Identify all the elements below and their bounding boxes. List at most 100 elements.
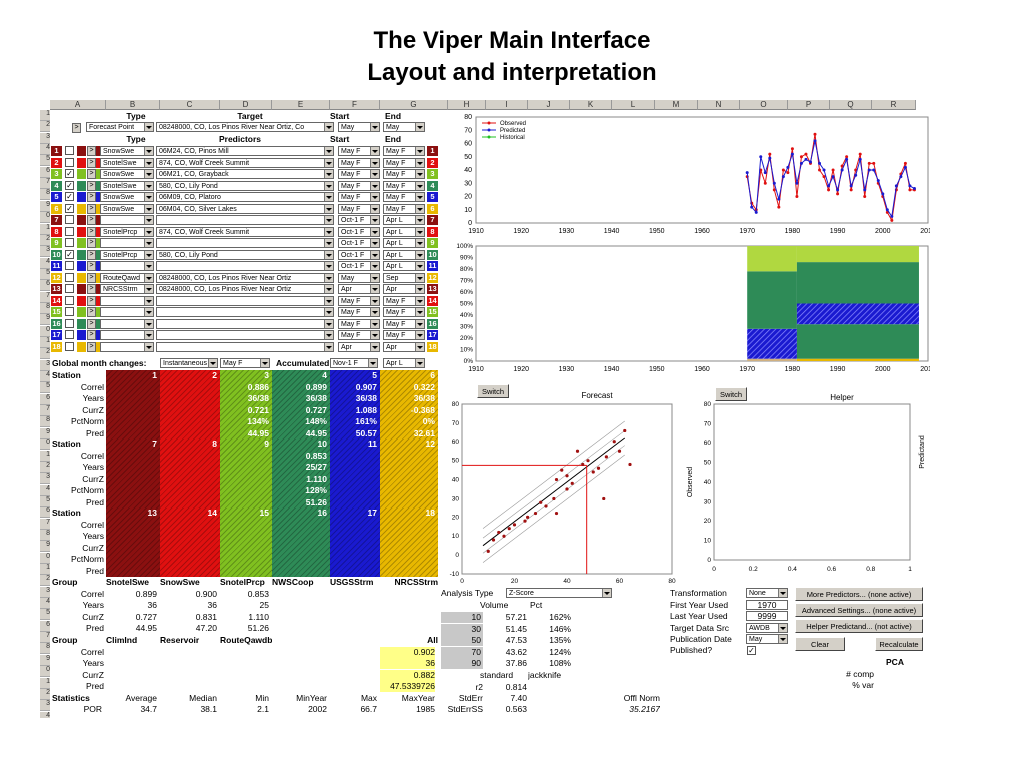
predictor-station-dropdown[interactable] <box>156 307 334 317</box>
settings-dropdown[interactable]: May <box>746 634 788 644</box>
end-dropdown[interactable]: May <box>383 122 425 132</box>
predictor-type-dropdown[interactable] <box>100 341 154 352</box>
predictor-nav-button[interactable]: > <box>87 203 96 214</box>
predictor-start-dropdown[interactable]: Oct-1 F <box>338 215 380 225</box>
predictor-type-dropdown[interactable]: SnowSwe <box>100 192 154 202</box>
predictor-end-dropdown[interactable]: Apr <box>383 284 425 294</box>
predictor-end-dropdown[interactable]: May F <box>383 307 425 317</box>
predictor-type-dropdown[interactable]: SnowSwe <box>100 146 154 156</box>
accum-start-dropdown[interactable]: Nov-1 F <box>330 358 378 368</box>
predictor-end-dropdown[interactable]: May F <box>383 295 425 306</box>
predictor-checkbox[interactable]: ✓ <box>65 249 74 259</box>
clear-button[interactable]: Clear <box>795 637 845 651</box>
predictor-nav-button[interactable]: > <box>87 307 96 317</box>
predictor-nav-button[interactable]: > <box>87 330 96 340</box>
accum-end-dropdown[interactable]: Apr L <box>383 358 425 368</box>
predictor-nav-button[interactable]: > <box>87 249 96 260</box>
predictor-nav-button[interactable]: > <box>87 146 96 156</box>
predictor-end-dropdown[interactable]: May F <box>383 330 425 340</box>
predictor-nav-button[interactable]: > <box>87 180 96 191</box>
predictor-type-dropdown[interactable] <box>100 330 154 340</box>
predictor-nav-button[interactable]: > <box>87 341 96 352</box>
predictor-nav-button[interactable]: > <box>87 272 96 283</box>
settings-input[interactable]: 9999 <box>746 611 788 621</box>
more-predictors-button[interactable]: More Predictors... (none active) <box>795 587 923 601</box>
predictor-station-dropdown[interactable]: 06M24, CO, Pinos Mill <box>156 146 334 156</box>
predictor-start-dropdown[interactable]: May F <box>338 295 380 306</box>
predictor-end-dropdown[interactable]: Apr L <box>383 215 425 225</box>
predictor-checkbox[interactable] <box>65 284 74 293</box>
predictor-start-dropdown[interactable]: May F <box>338 146 380 156</box>
predictor-nav-button[interactable]: > <box>87 226 96 237</box>
nav-button[interactable]: > <box>72 123 81 133</box>
predictor-end-dropdown[interactable]: Apr L <box>383 238 425 248</box>
predictor-end-dropdown[interactable]: Sep <box>383 272 425 283</box>
predictor-station-dropdown[interactable] <box>156 318 334 329</box>
predictor-nav-button[interactable]: > <box>87 318 96 329</box>
predictor-checkbox[interactable] <box>65 318 74 328</box>
predictor-nav-button[interactable]: > <box>87 261 96 271</box>
predictor-checkbox[interactable] <box>65 295 74 305</box>
predictor-type-dropdown[interactable] <box>100 318 154 329</box>
predictor-station-dropdown[interactable]: 08248000, CO, Los Pinos River Near Ortiz <box>156 272 334 283</box>
recalculate-button[interactable]: Recalculate <box>875 637 923 651</box>
predictor-end-dropdown[interactable]: May F <box>383 180 425 191</box>
predictor-nav-button[interactable]: > <box>87 215 96 225</box>
predictor-type-dropdown[interactable]: NRCSStrm <box>100 284 154 294</box>
predictor-station-dropdown[interactable] <box>156 261 334 271</box>
predictor-nav-button[interactable]: > <box>87 169 96 179</box>
predictor-start-dropdown[interactable]: May F <box>338 157 380 168</box>
predictor-checkbox[interactable] <box>65 261 74 270</box>
predictor-end-dropdown[interactable]: May F <box>383 157 425 168</box>
predictor-nav-button[interactable]: > <box>87 157 96 168</box>
predictor-type-dropdown[interactable] <box>100 295 154 306</box>
predictor-checkbox[interactable] <box>65 238 74 247</box>
predictor-start-dropdown[interactable]: May <box>338 272 380 283</box>
predictor-checkbox[interactable] <box>65 307 74 316</box>
predictor-start-dropdown[interactable]: Apr <box>338 284 380 294</box>
predictor-end-dropdown[interactable]: May F <box>383 203 425 214</box>
predictor-type-dropdown[interactable]: SnowSwe <box>100 169 154 179</box>
predictor-start-dropdown[interactable]: Oct-1 F <box>338 238 380 248</box>
predictor-nav-button[interactable]: > <box>87 295 96 306</box>
predictor-start-dropdown[interactable]: May F <box>338 330 380 340</box>
instantaneous-dropdown[interactable]: May F <box>220 358 270 368</box>
predictor-station-dropdown[interactable]: 06M04, CO, Silver Lakes <box>156 203 334 214</box>
predictor-type-dropdown[interactable]: SnotelPrcp <box>100 226 154 237</box>
predictor-checkbox[interactable] <box>65 157 74 167</box>
settings-dropdown[interactable]: None <box>746 588 788 598</box>
settings-dropdown[interactable]: AWDB <box>746 622 788 633</box>
predictor-type-dropdown[interactable]: SnotelPrcp <box>100 249 154 260</box>
predictor-checkbox[interactable] <box>65 146 74 155</box>
predictor-station-dropdown[interactable] <box>156 215 334 225</box>
predictor-type-dropdown[interactable]: SnowSwe <box>100 203 154 214</box>
predictor-end-dropdown[interactable]: May F <box>383 192 425 202</box>
predictor-checkbox[interactable]: ✓ <box>65 169 74 178</box>
predictor-station-dropdown[interactable] <box>156 295 334 306</box>
predictor-checkbox[interactable] <box>65 330 74 339</box>
published-checkbox[interactable]: ✓ <box>747 646 756 655</box>
predictor-end-dropdown[interactable]: May F <box>383 146 425 156</box>
switch-button-helper[interactable]: Switch <box>715 387 747 401</box>
predictor-type-dropdown[interactable] <box>100 307 154 317</box>
predictor-type-dropdown[interactable]: RouteQawd <box>100 272 154 283</box>
predictor-start-dropdown[interactable]: Oct-1 F <box>338 226 380 237</box>
forecast-point-dropdown[interactable]: Forecast Point <box>86 122 154 132</box>
predictor-end-dropdown[interactable]: May F <box>383 169 425 179</box>
predictor-checkbox[interactable]: ✓ <box>65 203 74 213</box>
predictor-station-dropdown[interactable]: 06M21, CO, Grayback <box>156 169 334 179</box>
predictor-checkbox[interactable]: ✓ <box>65 180 74 190</box>
predictor-station-dropdown[interactable]: 08248000, CO, Los Pinos River Near Ortiz <box>156 284 334 294</box>
predictor-start-dropdown[interactable]: Apr <box>338 341 380 352</box>
predictor-station-dropdown[interactable]: 06M09, CO, Platoro <box>156 192 334 202</box>
predictor-type-dropdown[interactable] <box>100 215 154 225</box>
target-dropdown[interactable]: 08248000, CO, Los Pinos River Near Ortiz… <box>156 122 334 132</box>
predictor-start-dropdown[interactable]: May F <box>338 180 380 191</box>
predictor-checkbox[interactable] <box>65 272 74 282</box>
predictor-station-dropdown[interactable]: 580, CO, Lily Pond <box>156 249 334 260</box>
predictor-start-dropdown[interactable]: Oct-1 F <box>338 249 380 260</box>
predictor-checkbox[interactable] <box>65 226 74 236</box>
predictor-type-dropdown[interactable] <box>100 261 154 271</box>
predictor-station-dropdown[interactable]: 580, CO, Lily Pond <box>156 180 334 191</box>
switch-button-forecast[interactable]: Switch <box>477 384 509 398</box>
